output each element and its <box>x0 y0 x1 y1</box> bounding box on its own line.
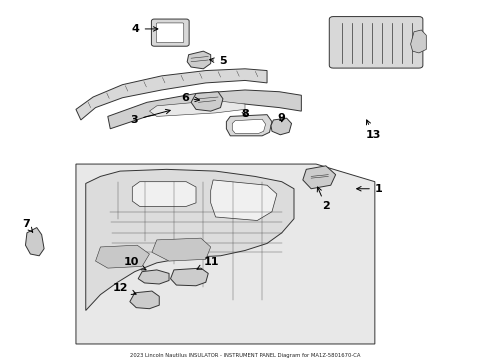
Text: 2023 Lincoln Nautilus INSULATOR - INSTRUMENT PANEL Diagram for MA1Z-5801670-CA: 2023 Lincoln Nautilus INSULATOR - INSTRU… <box>130 353 360 358</box>
Text: 9: 9 <box>278 113 286 123</box>
Polygon shape <box>411 30 426 53</box>
Polygon shape <box>132 182 196 206</box>
Polygon shape <box>152 238 211 261</box>
Polygon shape <box>76 164 375 344</box>
Polygon shape <box>86 169 294 310</box>
Text: 5: 5 <box>210 56 227 66</box>
Polygon shape <box>149 100 245 116</box>
Text: 13: 13 <box>366 120 381 140</box>
Text: 1: 1 <box>357 184 383 194</box>
FancyBboxPatch shape <box>151 19 189 46</box>
Text: 10: 10 <box>123 257 146 270</box>
Polygon shape <box>187 51 211 69</box>
Text: 2: 2 <box>317 187 330 211</box>
Polygon shape <box>171 268 208 286</box>
Text: 8: 8 <box>241 109 249 118</box>
Polygon shape <box>96 245 149 268</box>
Text: 3: 3 <box>130 109 170 125</box>
Polygon shape <box>25 228 44 256</box>
Text: 4: 4 <box>132 24 158 34</box>
Polygon shape <box>271 118 292 135</box>
Polygon shape <box>191 92 223 111</box>
FancyBboxPatch shape <box>329 17 423 68</box>
Polygon shape <box>108 90 301 129</box>
Text: 7: 7 <box>22 219 33 232</box>
Polygon shape <box>232 119 266 133</box>
Text: 11: 11 <box>197 257 219 269</box>
Polygon shape <box>76 69 267 120</box>
FancyBboxPatch shape <box>156 23 184 43</box>
Polygon shape <box>130 291 159 309</box>
Polygon shape <box>303 166 336 189</box>
Text: 12: 12 <box>113 283 136 294</box>
Text: 6: 6 <box>181 93 199 103</box>
Polygon shape <box>211 180 277 220</box>
Polygon shape <box>138 270 169 284</box>
Polygon shape <box>226 114 272 136</box>
